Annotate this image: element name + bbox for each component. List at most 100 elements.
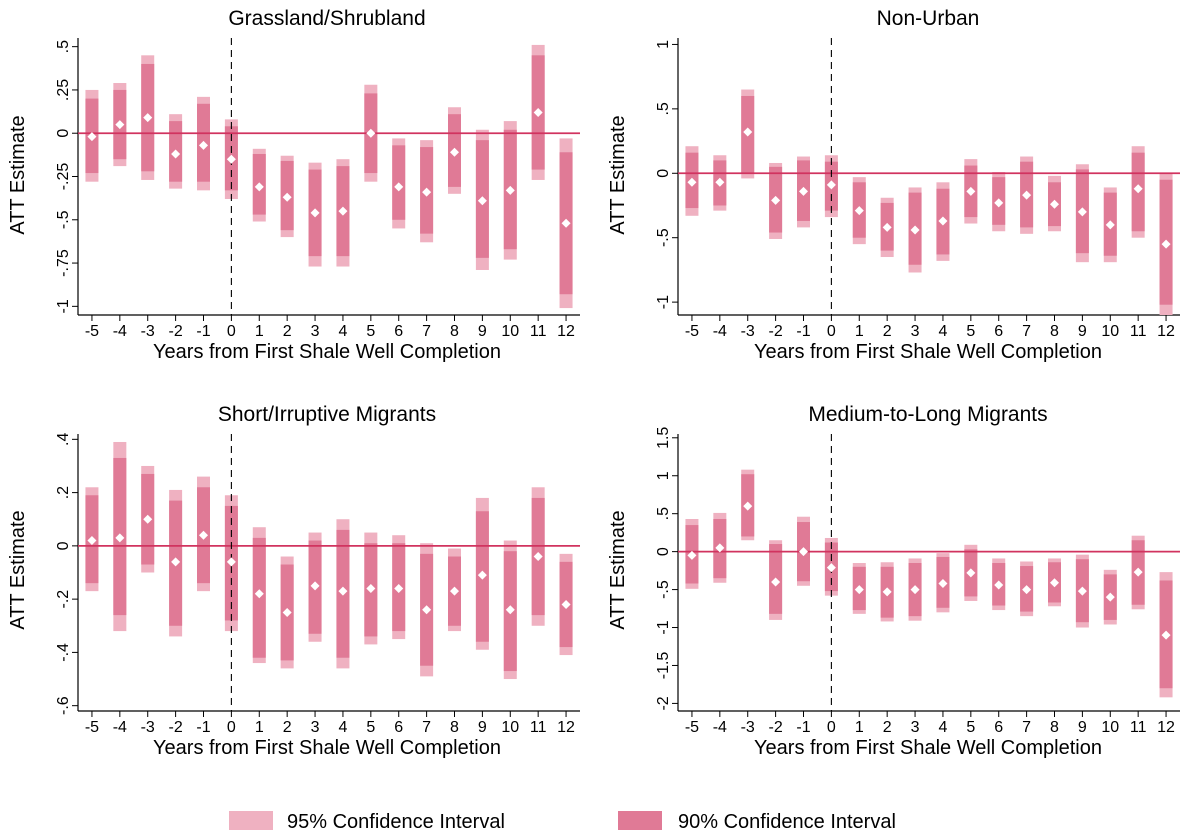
x-tick-label: -3: [141, 719, 155, 736]
legend-label-90: 90% Confidence Interval: [678, 811, 896, 833]
y-tick-label: 0: [55, 129, 72, 138]
x-tick-label: 6: [994, 323, 1003, 340]
x-tick-label: 6: [394, 719, 403, 736]
x-tick-label: -4: [713, 719, 727, 736]
x-tick-label: 2: [883, 719, 892, 736]
plot-area: -1-.75-.5-.250.25.5-5 -4 -3 -2 -1 0 1 2 3 4 5 6 7 8 9 1…: [55, 38, 580, 340]
x-axis-title: Years from First Shale Well Completion: [153, 341, 501, 363]
panel-title: Medium-to-Long Migrants: [808, 403, 1047, 426]
point-estimate: [715, 177, 725, 187]
x-tick-label: 11: [1130, 323, 1147, 340]
x-tick-label: 7: [422, 323, 431, 340]
x-tick-label: 3: [911, 719, 920, 736]
x-tick-label: -2: [768, 719, 782, 736]
point-estimate: [910, 585, 920, 595]
x-tick-label: 5: [966, 719, 975, 736]
x-axis-title: Years from First Shale Well Completion: [754, 341, 1102, 363]
x-tick-label: 3: [311, 323, 320, 340]
y-tick-label: -1.5: [655, 652, 672, 680]
point-estimate: [450, 147, 459, 157]
point-estimate: [282, 192, 292, 202]
point-estimate: [799, 186, 808, 196]
point-estimate: [743, 501, 753, 511]
y-tick-label: -.25: [55, 163, 72, 191]
x-tick-label: 11: [530, 719, 547, 736]
x-tick-label: 5: [366, 323, 375, 340]
x-tick-label: 10: [501, 323, 519, 340]
point-estimate: [533, 552, 543, 562]
x-tick-label: 9: [478, 323, 487, 340]
point-estimate: [1133, 567, 1143, 577]
x-tick-label: 2: [883, 323, 892, 340]
y-tick-label: 1: [655, 40, 672, 49]
x-tick-label: -5: [85, 323, 99, 340]
x-tick-label: 4: [338, 323, 347, 340]
panel-medium-to-long-migrants: Medium-to-Long Migrants ATT Estimate Yea…: [607, 403, 1180, 759]
x-tick-label: 7: [1022, 719, 1031, 736]
panel-grassland-shrubland: Grassland/Shrubland ATT Estimate Years f…: [7, 7, 580, 363]
x-tick-label: 1: [255, 719, 264, 736]
x-tick-label: 1: [855, 719, 864, 736]
point-estimate: [561, 599, 571, 609]
point-estimate: [533, 107, 543, 117]
x-tick-label: 4: [938, 719, 947, 736]
x-tick-label: 10: [501, 719, 519, 736]
point-estimate: [715, 543, 725, 553]
y-tick-label: -.5: [655, 580, 672, 599]
point-estimate: [966, 568, 976, 578]
y-tick-label: -1: [655, 295, 672, 309]
point-estimate: [254, 589, 264, 599]
y-tick-label: 0: [55, 541, 72, 550]
x-tick-label: 3: [311, 719, 320, 736]
point-estimate: [338, 586, 348, 596]
x-tick-label: 7: [1022, 323, 1031, 340]
point-estimate: [143, 113, 153, 123]
x-tick-label: 1: [255, 323, 264, 340]
point-estimate: [799, 547, 808, 557]
y-tick-label: .4: [55, 433, 72, 446]
legend-swatch-95: [229, 811, 273, 830]
x-tick-label: 6: [394, 323, 403, 340]
x-tick-label: -3: [741, 719, 755, 736]
point-estimate: [938, 579, 948, 589]
point-estimate: [882, 222, 892, 232]
x-tick-label: -5: [685, 323, 699, 340]
point-estimate: [143, 514, 153, 524]
x-tick-label: -4: [113, 719, 127, 736]
panel-non-urban: Non-Urban ATT Estimate Years from First …: [607, 7, 1180, 363]
plot-area: -2-1.5-1-.50.511.5-5 -4 -3 -2 -1 0 1 2 3 4 5 6 7 8 9 10…: [655, 427, 1180, 736]
y-tick-label: 0: [655, 547, 672, 556]
point-estimate: [422, 605, 432, 615]
y-tick-label: -.2: [55, 590, 72, 609]
x-tick-label: 4: [338, 719, 347, 736]
x-tick-label: 1: [855, 323, 864, 340]
point-estimate: [115, 120, 125, 130]
x-tick-label: 5: [366, 719, 375, 736]
y-tick-label: -.5: [55, 210, 72, 229]
x-tick-label: -2: [168, 323, 182, 340]
point-estimate: [1105, 220, 1115, 230]
legend: 95% Confidence Interval 90% Confidence I…: [229, 811, 896, 833]
x-tick-label: 9: [1078, 323, 1087, 340]
point-estimate: [505, 185, 515, 195]
x-tick-label: -3: [741, 323, 755, 340]
point-estimate: [505, 605, 515, 615]
point-estimate: [199, 140, 208, 150]
y-axis-title: ATT Estimate: [607, 115, 629, 234]
x-tick-label: 9: [478, 719, 487, 736]
point-estimate: [854, 206, 864, 216]
y-tick-label: 1: [655, 471, 672, 480]
point-estimate: [282, 607, 292, 617]
legend-label-95: 95% Confidence Interval: [287, 811, 505, 833]
y-tick-label: .25: [55, 79, 72, 101]
x-tick-label: 11: [1130, 719, 1147, 736]
x-tick-label: -1: [796, 719, 810, 736]
point-estimate: [561, 218, 571, 228]
point-estimate: [1077, 586, 1087, 596]
x-tick-label: 7: [422, 719, 431, 736]
point-estimate: [1022, 585, 1032, 595]
x-tick-label: -4: [713, 323, 727, 340]
point-estimate: [882, 587, 892, 597]
point-estimate: [171, 557, 181, 567]
point-estimate: [366, 583, 376, 593]
